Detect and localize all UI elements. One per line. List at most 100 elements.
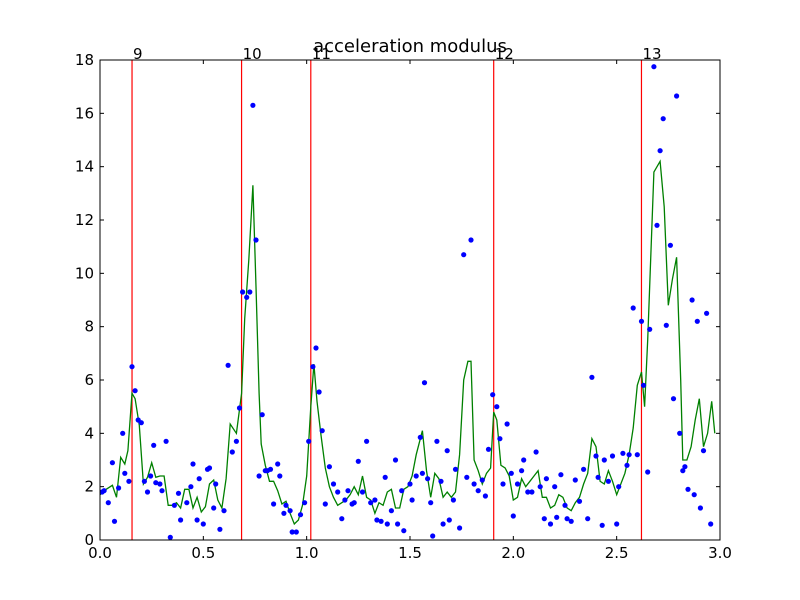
data-point [392,457,399,463]
data-point [479,477,485,483]
data-point [547,521,554,527]
data-point [359,489,366,495]
y-tick-label: 10 [75,264,94,282]
data-point [339,516,345,522]
data-point [364,438,370,444]
data-point [399,488,405,494]
data-point [184,500,190,506]
data-point [468,237,474,243]
y-tick-label: 0 [84,531,94,549]
data-point [434,438,440,444]
data-point [601,457,607,463]
data-point [374,517,380,523]
data-point [624,462,630,468]
data-point [446,517,452,523]
data-point [667,242,674,248]
data-point [609,453,616,459]
data-point [461,252,467,258]
x-tick-label: 1.5 [398,544,422,562]
data-point [283,502,289,508]
data-point [663,322,669,328]
data-point [541,516,547,522]
data-point [384,521,390,527]
data-point [225,362,231,368]
data-point [175,490,182,496]
data-point [236,405,243,411]
data-point [233,438,239,444]
data-point [229,449,235,455]
data-point [457,525,463,531]
data-point [605,478,612,484]
data-point [626,452,632,458]
y-tick-label: 18 [75,51,94,69]
data-point [581,466,587,472]
event-label: 12 [495,45,514,63]
data-point [178,517,184,523]
data-point [485,446,492,452]
data-point [167,534,173,540]
x-tick-label: 1.0 [295,544,319,562]
data-point [413,473,419,479]
data-point [490,392,496,398]
data-point [322,501,328,507]
data-point [153,480,159,486]
data-point [122,470,128,476]
data-point [310,364,316,370]
data-point [382,474,388,480]
data-point [533,449,539,455]
plot-background [100,60,720,540]
data-point [689,297,695,303]
data-point [440,521,446,527]
data-point [355,458,361,464]
y-tick-label: 4 [84,424,94,442]
data-point [537,484,543,490]
data-point [682,464,688,470]
data-point [510,513,516,519]
raw-points-series [99,64,714,540]
y-tick-label: 14 [75,158,94,176]
data-point [407,481,413,487]
data-point [313,345,319,351]
data-point [109,460,115,466]
y-tick-label: 2 [84,478,94,496]
data-point [171,502,177,508]
data-point [297,512,304,518]
data-point [316,389,322,395]
data-point [552,484,558,490]
data-point [452,466,459,472]
data-point [428,500,434,506]
data-point [620,450,626,456]
data-point [271,501,277,507]
data-point [138,420,144,426]
data-point [221,508,227,514]
data-point [345,488,351,494]
data-point [494,404,500,410]
data-point [129,364,135,370]
data-point [395,521,401,527]
data-point [253,237,259,243]
data-point [585,516,591,522]
data-point [101,488,107,494]
data-point [250,102,256,108]
data-point [568,518,574,524]
data-point [425,476,431,482]
data-point [378,518,384,524]
data-point [651,64,657,70]
data-point [564,516,570,522]
data-point [593,453,599,459]
data-point [508,470,514,476]
data-point [281,510,287,516]
data-point [614,521,620,527]
data-point [554,514,560,520]
data-point [482,493,488,499]
data-point [293,529,299,535]
data-point [700,448,707,454]
x-tick-label: 2.0 [501,544,525,562]
data-point [188,484,194,490]
data-point [558,472,564,478]
data-point [388,508,394,514]
data-point [430,533,436,539]
event-label: 13 [642,45,661,63]
data-point [289,529,295,535]
